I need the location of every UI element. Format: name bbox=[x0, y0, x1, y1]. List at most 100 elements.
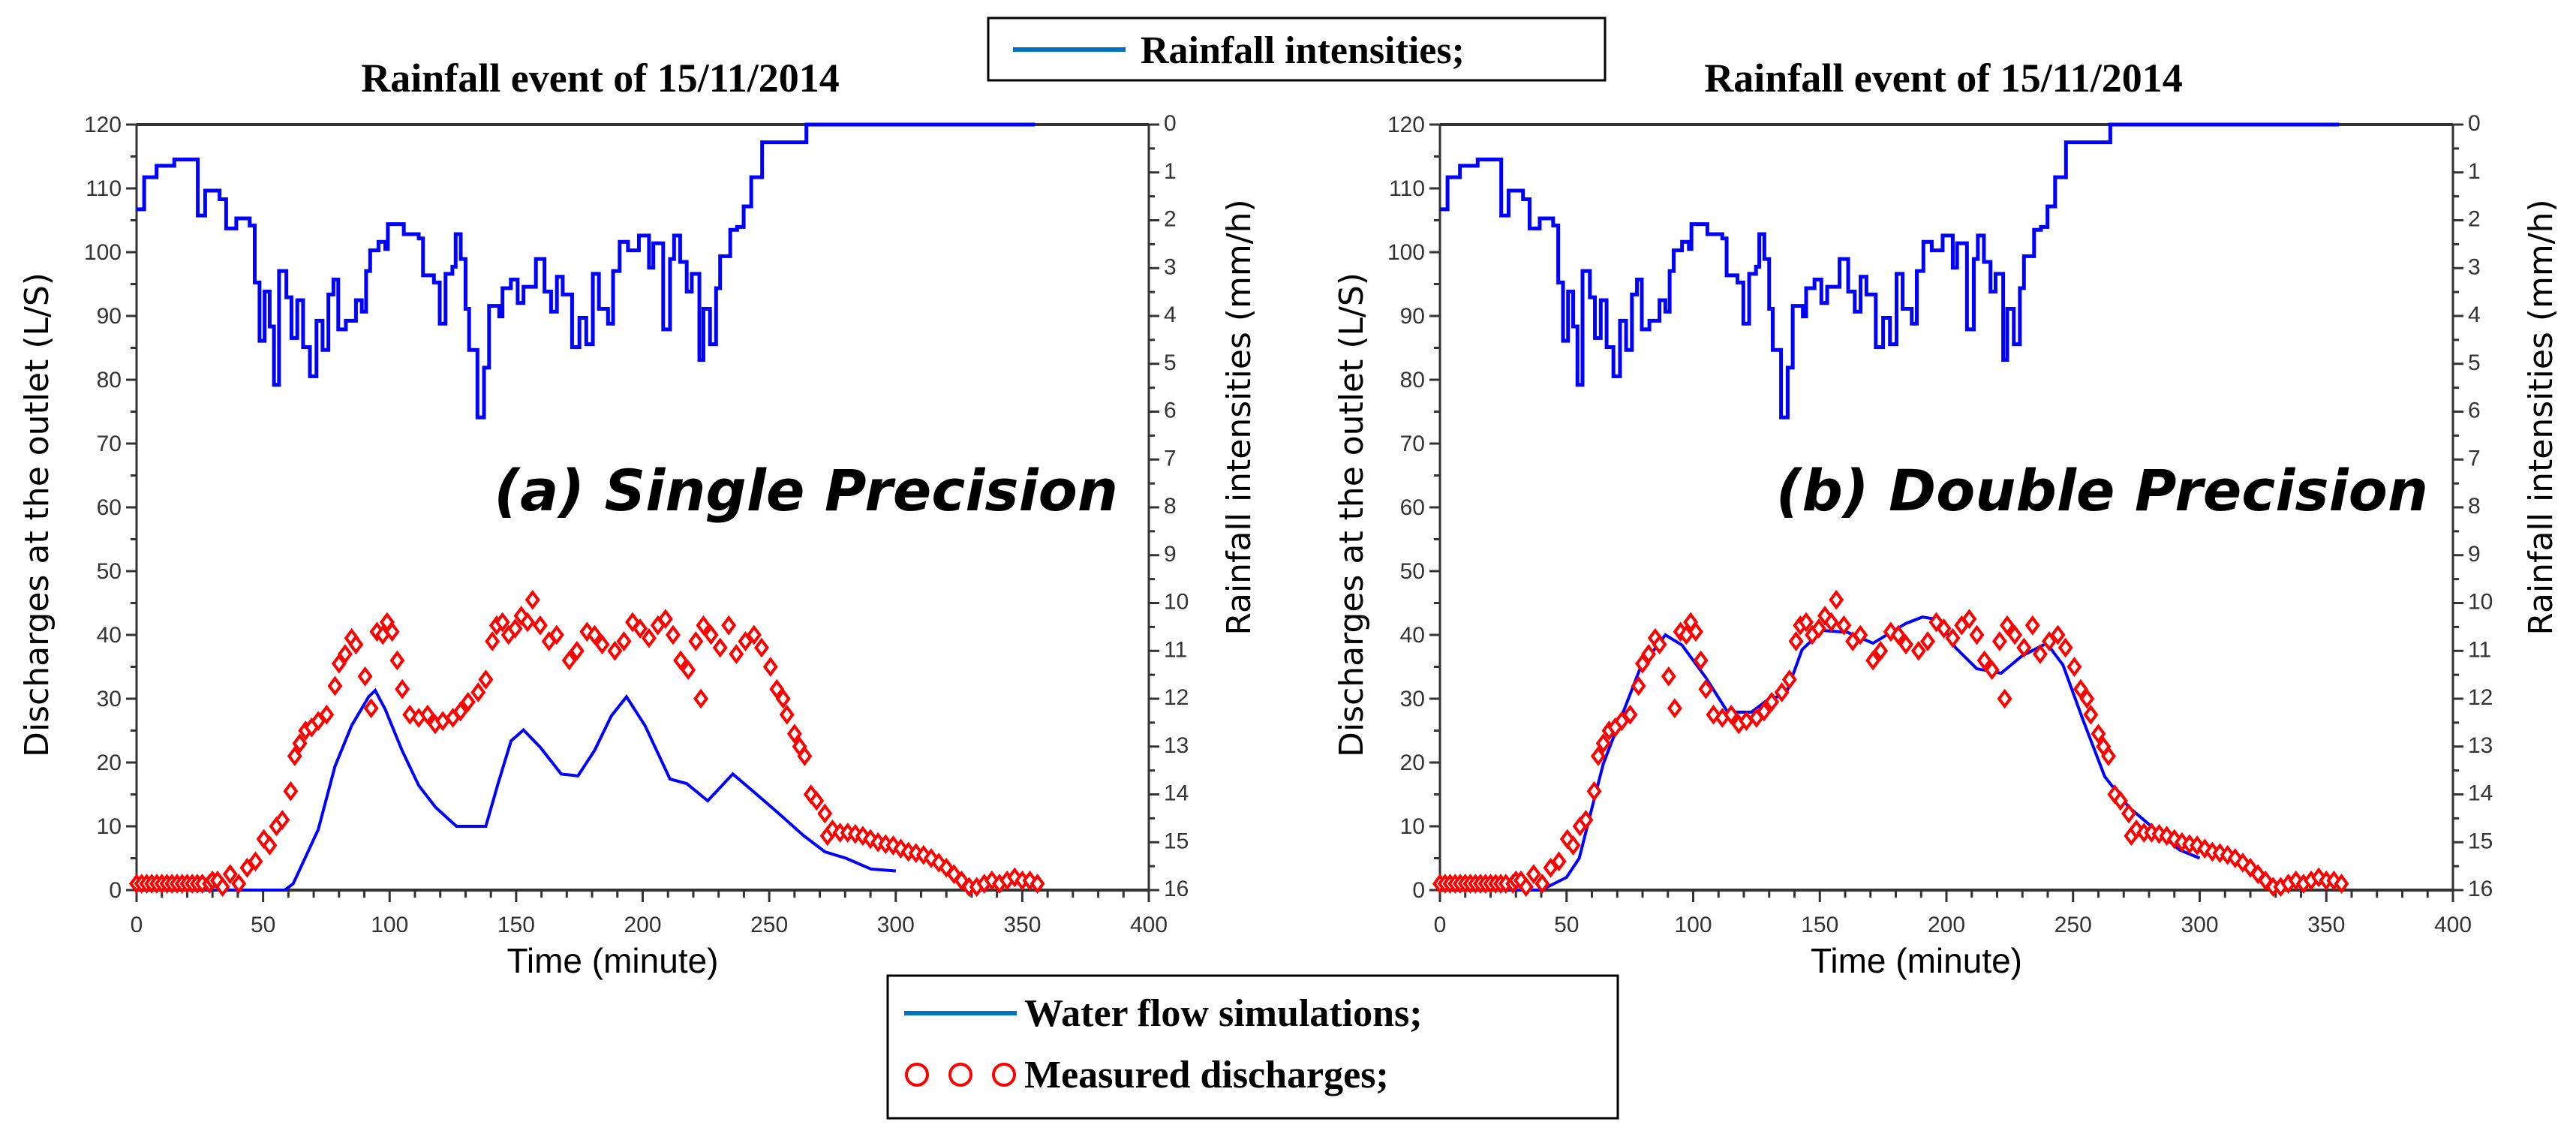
measured-point bbox=[754, 637, 770, 658]
measured-point bbox=[1757, 701, 1772, 722]
measured-point bbox=[885, 835, 901, 856]
measured-point bbox=[2083, 704, 2099, 725]
measured-point bbox=[1614, 711, 1630, 732]
y2-tick-label: 7 bbox=[1164, 446, 1177, 471]
y2-axis-label: Rainfall intensities (mm/h) bbox=[2522, 199, 2560, 635]
y-tick-label: 50 bbox=[97, 559, 122, 584]
measured-point bbox=[984, 870, 999, 891]
measured-point bbox=[809, 790, 825, 811]
measured-point bbox=[855, 826, 870, 847]
measured-point bbox=[1667, 698, 1682, 719]
measured-point bbox=[1890, 624, 1906, 645]
measured-point bbox=[2334, 874, 2349, 894]
measured-point bbox=[729, 644, 744, 664]
y2-tick-label: 8 bbox=[2468, 494, 2481, 519]
measured-point bbox=[2235, 853, 2250, 873]
measured-point bbox=[1936, 618, 1952, 639]
measured-point bbox=[485, 631, 500, 651]
y-tick-label: 90 bbox=[1400, 304, 1425, 329]
measured-point bbox=[954, 870, 969, 891]
measured-point bbox=[1853, 624, 1868, 645]
measured-point bbox=[2024, 615, 2040, 636]
y-tick-label: 120 bbox=[84, 113, 122, 137]
simulation-line bbox=[1440, 615, 2201, 892]
measured-point bbox=[262, 835, 278, 856]
x-tick-label: 150 bbox=[497, 913, 535, 937]
measured-point bbox=[1007, 867, 1023, 888]
measured-point bbox=[2326, 870, 2342, 891]
measured-point bbox=[1764, 691, 1780, 712]
measured-point bbox=[786, 723, 802, 744]
y-tick-label: 70 bbox=[1400, 432, 1425, 456]
measured-point bbox=[712, 637, 728, 658]
measured-point bbox=[532, 615, 548, 636]
y-tick-label: 80 bbox=[1400, 368, 1425, 393]
y2-tick-label: 14 bbox=[2468, 781, 2493, 806]
measured-point bbox=[1811, 618, 1826, 639]
y2-tick-label: 6 bbox=[2468, 399, 2481, 423]
measured-point bbox=[1622, 704, 1638, 725]
x-tick-label: 350 bbox=[2307, 913, 2345, 937]
y2-tick-label: 9 bbox=[2468, 542, 2481, 567]
y-tick-label: 60 bbox=[1400, 495, 1425, 520]
measured-point bbox=[1829, 589, 1844, 610]
y2-tick-label: 14 bbox=[1164, 781, 1189, 806]
measured-point bbox=[587, 624, 603, 645]
legend-measured-label: Measured discharges; bbox=[1024, 1054, 1389, 1096]
measured-point bbox=[688, 631, 704, 651]
y-tick-label: 30 bbox=[1400, 687, 1425, 711]
measured-point bbox=[452, 701, 468, 722]
panel-label: (a) Single Precision bbox=[494, 457, 1118, 524]
measured-point bbox=[1534, 874, 1550, 894]
y-tick-label: 40 bbox=[1400, 623, 1425, 648]
y2-tick-label: 0 bbox=[1164, 111, 1177, 136]
legend-measured-marker bbox=[992, 1063, 1016, 1087]
measured-point bbox=[520, 612, 536, 633]
y-tick-label: 10 bbox=[1400, 814, 1425, 839]
y-axis-label: Discharges at the outlet (L/S) bbox=[18, 272, 56, 757]
measured-point bbox=[2079, 688, 2095, 709]
measured-point bbox=[2311, 867, 2327, 888]
measured-point bbox=[1698, 678, 1714, 699]
y2-tick-label: 15 bbox=[2468, 829, 2493, 853]
measured-point bbox=[863, 829, 879, 850]
y-tick-label: 90 bbox=[97, 304, 122, 329]
measured-point bbox=[337, 644, 353, 664]
y2-tick-label: 0 bbox=[2468, 111, 2481, 136]
y2-tick-label: 1 bbox=[2468, 159, 2481, 184]
measured-point bbox=[1984, 660, 2000, 681]
measured-point bbox=[2057, 637, 2073, 658]
measured-point bbox=[1635, 653, 1650, 674]
measured-point bbox=[696, 615, 711, 636]
measured-point bbox=[1578, 810, 1594, 830]
measured-point bbox=[2101, 746, 2116, 766]
y2-tick-label: 2 bbox=[2468, 207, 2481, 232]
y-tick-label: 50 bbox=[1400, 559, 1425, 584]
y-tick-label: 0 bbox=[1412, 878, 1425, 903]
measured-point bbox=[1920, 631, 1936, 651]
measured-point bbox=[2000, 615, 2015, 636]
y2-tick-label: 11 bbox=[1164, 637, 1187, 662]
x-tick-label: 200 bbox=[624, 913, 661, 937]
y2-axis-label: Rainfall intensities (mm/h) bbox=[1220, 199, 1258, 635]
x-tick-label: 50 bbox=[1554, 913, 1579, 937]
measured-point bbox=[657, 609, 673, 630]
x-tick-label: 250 bbox=[2054, 913, 2092, 937]
measured-point bbox=[1774, 682, 1790, 702]
measured-point bbox=[2042, 631, 2057, 651]
legend-simulation-label: Water flow simulations; bbox=[1024, 992, 1423, 1035]
measured-point bbox=[561, 650, 577, 671]
measured-point bbox=[769, 678, 785, 699]
x-axis-label: Time (minute) bbox=[507, 941, 719, 980]
measured-point bbox=[311, 711, 326, 732]
y2-tick-label: 1 bbox=[1164, 159, 1177, 184]
legend-measured-marker bbox=[905, 1063, 929, 1087]
measured-point bbox=[633, 618, 648, 639]
measured-point bbox=[2250, 864, 2266, 885]
measured-point bbox=[721, 615, 737, 636]
y-tick-label: 120 bbox=[1387, 113, 1425, 137]
measured-point bbox=[825, 819, 840, 840]
measured-point bbox=[1590, 746, 1606, 766]
measured-point bbox=[1543, 857, 1559, 878]
